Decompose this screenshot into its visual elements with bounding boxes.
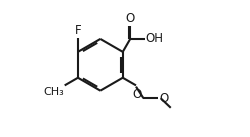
Text: O: O <box>125 12 134 25</box>
Text: F: F <box>74 24 81 37</box>
Text: CH₃: CH₃ <box>43 87 64 97</box>
Text: O: O <box>132 88 141 101</box>
Text: O: O <box>159 92 168 105</box>
Text: OH: OH <box>146 32 164 45</box>
